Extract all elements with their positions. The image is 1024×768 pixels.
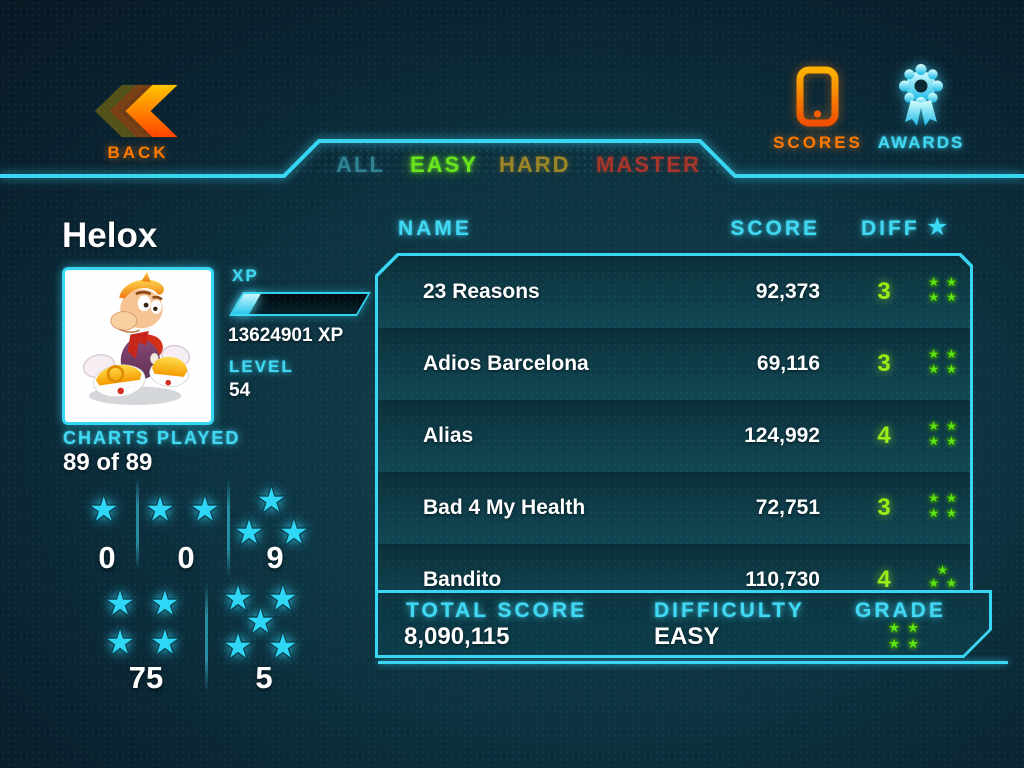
tab-all[interactable]: ALL xyxy=(336,152,385,177)
scores-label: SCORES xyxy=(773,133,863,152)
song-row[interactable]: Bandito 110,730 4 ★ ★ ★ xyxy=(378,544,970,593)
song-name: Adios Barcelona xyxy=(423,352,589,375)
tab-hard[interactable]: HARD xyxy=(499,152,571,177)
phone-icon xyxy=(796,66,839,127)
xp-label: XP xyxy=(232,266,259,285)
song-score: 124,992 xyxy=(744,424,820,447)
column-header-score: SCORE xyxy=(730,217,820,240)
star-tally-5-count: 5 xyxy=(255,660,273,695)
star-tally-5-stars: ★ ★ ★ ★ ★ xyxy=(220,576,300,668)
star-tally-2-stars: ★ ★ xyxy=(142,487,222,531)
column-header-diff: DIFF xyxy=(861,217,920,240)
song-grade-stars: ★ ★ ★ ★ xyxy=(927,417,959,451)
awards-label: AWARDS xyxy=(877,133,965,152)
song-grade-stars: ★ ★ ★ ★ xyxy=(927,489,959,523)
song-score: 92,373 xyxy=(755,280,820,303)
xp-bar xyxy=(229,292,371,316)
song-grade-stars: ★ ★ ★ xyxy=(927,561,959,592)
difficulty-label: DIFFICULTY xyxy=(654,599,805,622)
level-label: LEVEL xyxy=(229,357,294,376)
song-table-rows: 23 Reasons 92,373 3 ★ ★ ★ ★ Adios Barcelona… xyxy=(378,256,970,593)
song-diff: 3 xyxy=(877,278,891,305)
song-row[interactable]: 23 Reasons 92,373 3 ★ ★ ★ ★ xyxy=(378,256,970,328)
tally-divider xyxy=(227,478,230,578)
player-name: Helox xyxy=(62,216,158,255)
song-table-panel: 23 Reasons 92,373 3 ★ ★ ★ ★ Adios Barcelona… xyxy=(375,253,973,593)
summary-panel: TOTAL SCORE 8,090,115 DIFFICULTY EASY GR… xyxy=(375,590,992,658)
star-tally-4-stars: ★ ★ ★ ★ xyxy=(102,581,182,664)
song-row[interactable]: Alias 124,992 4 ★ ★ ★ ★ xyxy=(378,400,970,472)
song-diff: 3 xyxy=(877,494,891,521)
charts-played-value: 89 of 89 xyxy=(63,449,153,476)
song-diff: 4 xyxy=(877,422,891,449)
song-score: 110,730 xyxy=(745,568,820,591)
song-grade-stars: ★ ★ ★ ★ xyxy=(927,345,959,379)
tally-divider xyxy=(205,584,208,692)
song-row[interactable]: Adios Barcelona 69,116 3 ★ ★ ★ ★ xyxy=(378,328,970,400)
star-tally-4-count: 75 xyxy=(128,660,164,695)
column-header-name: NAME xyxy=(398,217,472,240)
star-tally-2-count: 0 xyxy=(177,540,195,575)
total-score-label: TOTAL SCORE xyxy=(406,599,588,622)
rayman-avatar-image xyxy=(82,271,191,405)
song-score: 69,116 xyxy=(756,352,820,375)
level-value: 54 xyxy=(229,380,251,401)
avatar xyxy=(62,267,214,425)
difficulty-value: EASY xyxy=(654,623,720,650)
summary-underline xyxy=(378,661,1008,664)
xp-bar-fill xyxy=(232,294,262,314)
song-diff: 3 xyxy=(877,350,891,377)
awards-button[interactable]: AWARDS xyxy=(871,64,971,162)
xp-value: 13624901 XP xyxy=(228,325,344,346)
total-score-value: 8,090,115 xyxy=(404,623,510,650)
nav-divider-line xyxy=(0,139,1024,178)
song-name: Bandito xyxy=(423,568,502,591)
tally-divider xyxy=(136,478,139,570)
column-header-star-icon: ★ xyxy=(926,212,949,241)
song-score: 72,751 xyxy=(755,496,820,519)
star-tally-1-count: 0 xyxy=(98,540,116,575)
back-button[interactable]: BACK xyxy=(88,84,188,164)
award-ribbon-icon xyxy=(899,64,943,126)
star-tally-3-count: 9 xyxy=(266,540,284,575)
star-tally-1-stars: ★ xyxy=(86,487,121,531)
back-label: BACK xyxy=(107,143,169,162)
tab-master[interactable]: MASTER xyxy=(596,152,701,177)
song-diff: 4 xyxy=(877,566,891,593)
song-name: 23 Reasons xyxy=(423,280,540,303)
song-row[interactable]: Bad 4 My Health 72,751 3 ★ ★ ★ ★ xyxy=(378,472,970,544)
grade-stars: ★ ★ ★ ★ xyxy=(887,618,921,654)
back-chevrons-icon xyxy=(94,84,178,138)
song-name: Bad 4 My Health xyxy=(423,496,586,519)
tab-easy[interactable]: EASY xyxy=(410,152,478,177)
song-grade-stars: ★ ★ ★ ★ xyxy=(927,273,959,307)
grade-label: GRADE xyxy=(855,599,946,622)
song-name: Alias xyxy=(423,424,474,447)
star-tally-3-stars: ★ ★ ★ xyxy=(231,478,311,554)
scores-button[interactable]: SCORES xyxy=(773,66,863,162)
charts-played-label: CHARTS PLAYED xyxy=(63,428,241,448)
